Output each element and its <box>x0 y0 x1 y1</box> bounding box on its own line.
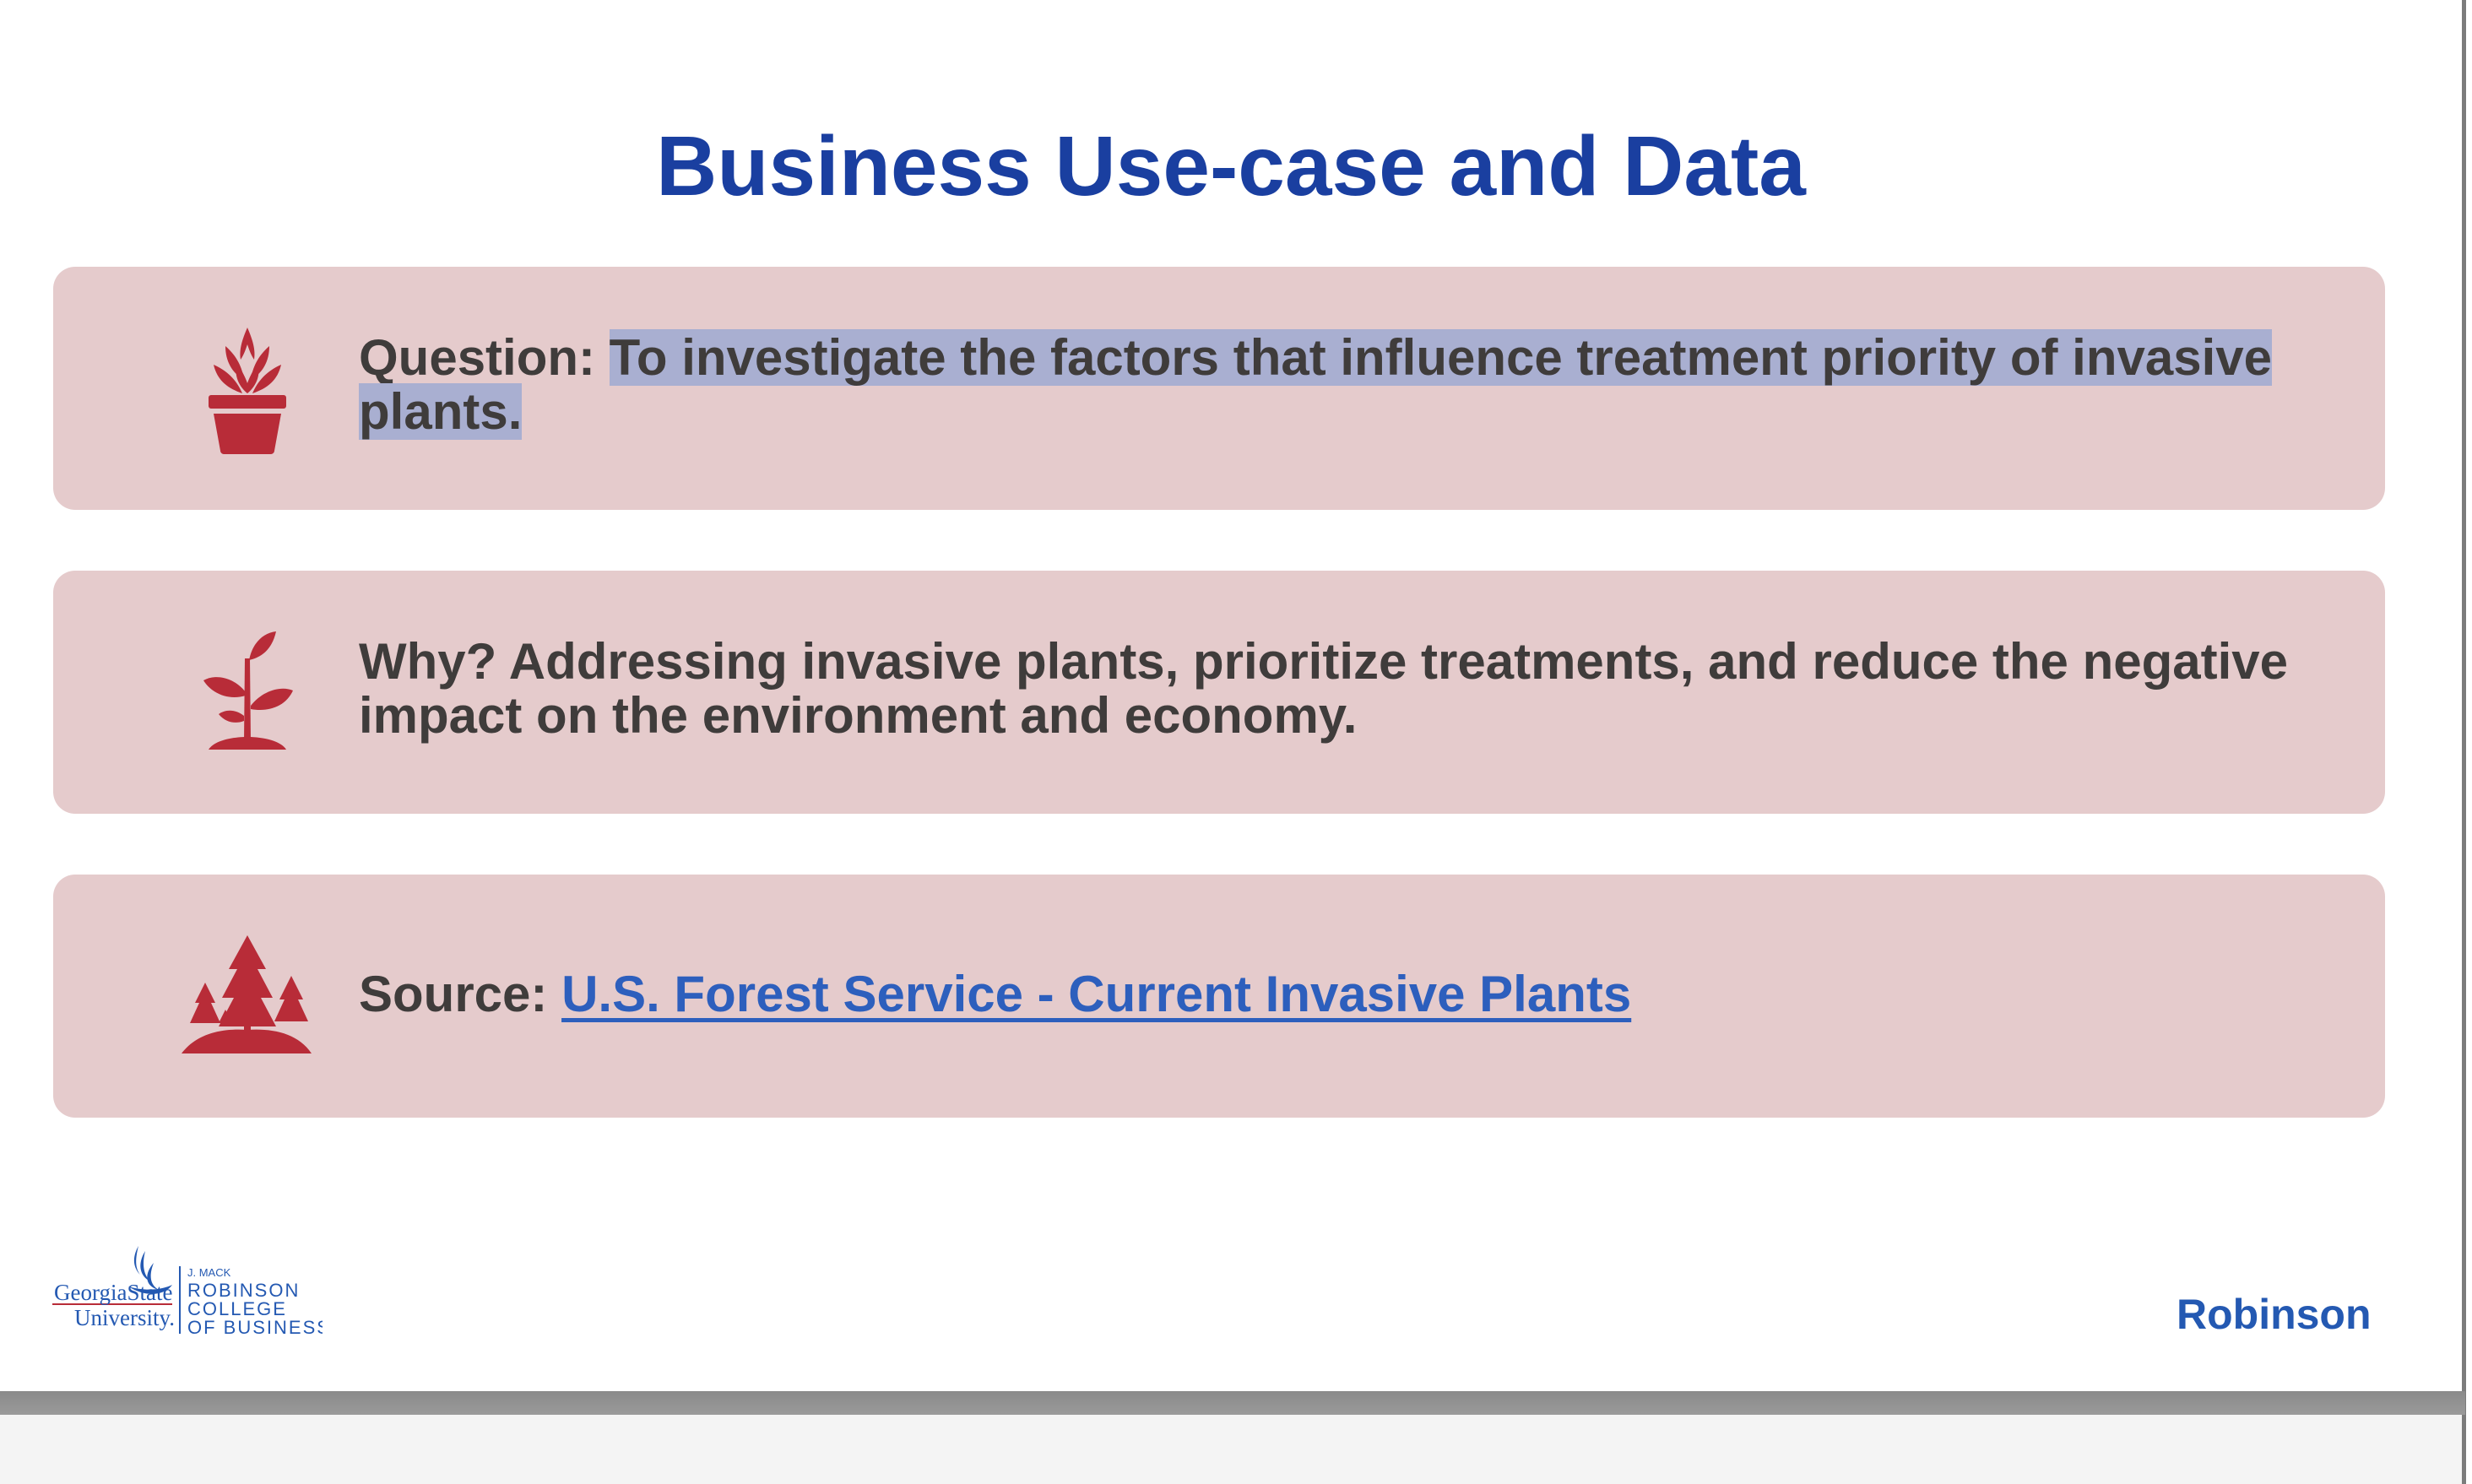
source-link[interactable]: U.S. Forest Service - Current Invasive P… <box>561 966 1632 1022</box>
college-line3: COLLEGE <box>187 1298 287 1319</box>
question-label: Question: <box>359 329 595 386</box>
college-line2: ROBINSON <box>187 1280 300 1301</box>
question-card: Question: To investigate the factors tha… <box>53 267 2385 510</box>
slide-bottom-shadow <box>0 1391 2465 1415</box>
why-text: Why? Addressing invasive plants, priorit… <box>359 633 2289 744</box>
slide-title: Business Use-case and Data <box>656 119 1806 214</box>
source-label: Source: <box>359 966 548 1022</box>
question-highlighted-text[interactable]: To investigate the factors that influenc… <box>359 329 2272 440</box>
question-text[interactable]: Question: To investigate the factors tha… <box>359 329 2377 440</box>
source-text: Source: U.S. Forest Service - Current In… <box>359 967 2377 1021</box>
slide-canvas: Business Use-case and Data Question: To … <box>52 119 2385 1338</box>
gsu-name-line1: GeorgiaState <box>54 1280 172 1305</box>
robinson-wordmark: Robinson <box>2177 1291 2372 1338</box>
college-line4: OF BUSINESS <box>187 1317 323 1338</box>
sprout-icon <box>203 631 293 750</box>
window-right-edge <box>2462 0 2466 1484</box>
source-card: Source: U.S. Forest Service - Current In… <box>53 875 2385 1118</box>
forest-trees-icon <box>182 935 312 1053</box>
georgia-state-robinson-logo: GeorgiaState University. J. MACK ROBINSO… <box>52 1246 323 1338</box>
gsu-name-line2: University. <box>74 1305 175 1330</box>
below-slide-area <box>0 1415 2462 1484</box>
why-card: Why? Addressing invasive plants, priorit… <box>53 571 2385 814</box>
potted-plant-icon <box>209 328 286 454</box>
college-line1: J. MACK <box>187 1266 231 1279</box>
